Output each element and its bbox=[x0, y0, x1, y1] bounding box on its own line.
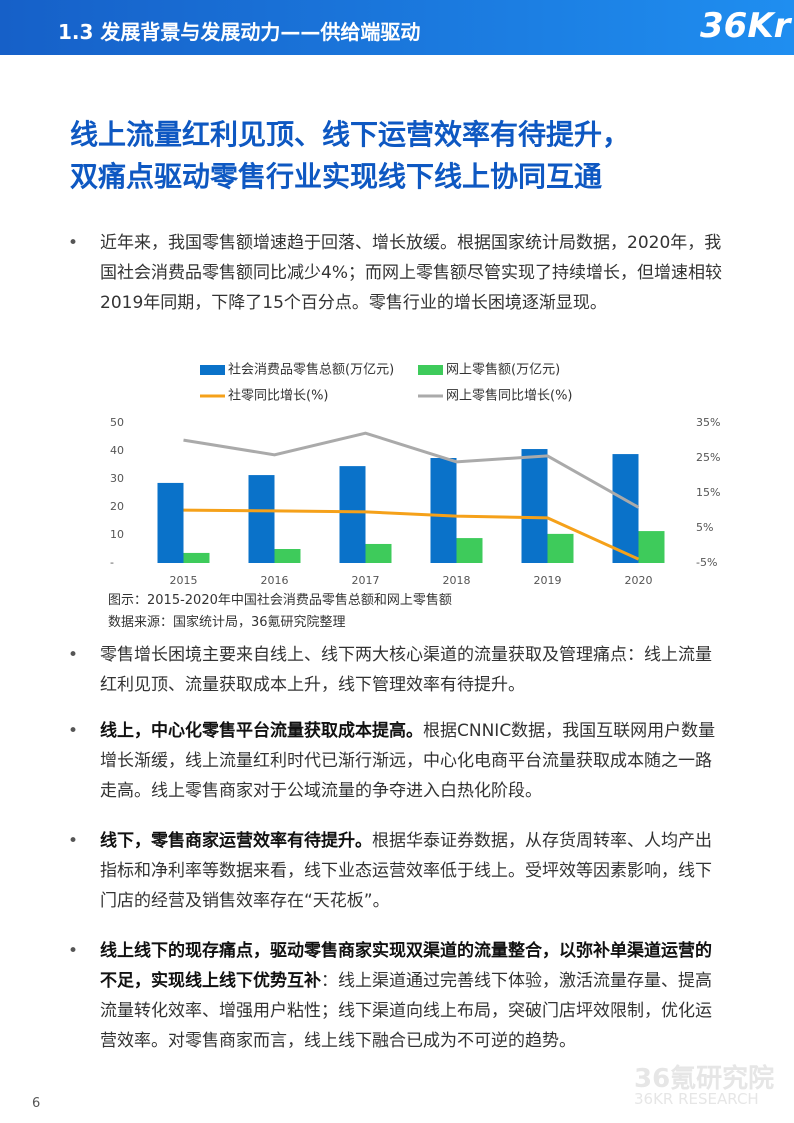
y-tick-label: 30 bbox=[110, 472, 124, 485]
x-tick-label: 2015 bbox=[170, 574, 198, 587]
bar bbox=[547, 533, 574, 563]
paragraph: • 近年来，我国零售额增速趋于回落、增长放缓。根据国家统计局数据，2020年，我国… bbox=[68, 233, 722, 313]
line bbox=[183, 508, 640, 561]
bar bbox=[430, 458, 457, 563]
bar bbox=[521, 449, 548, 563]
y2-tick-label: 5% bbox=[696, 521, 713, 534]
logo: 36Kr bbox=[700, 6, 791, 46]
bold-lead: 线上线下的现存痛点，驱动零售商家实现双渠道的流量整合，以弥补单渠道运营的不足，实… bbox=[100, 941, 712, 991]
bar bbox=[365, 543, 392, 563]
page-number: 6 bbox=[32, 1096, 41, 1111]
legend-label: 网上零售额(万亿元) bbox=[446, 362, 560, 378]
text: 近年来，我国零售额增速趋于回落、增长放缓。根据国家统计局数据，2020年，我国社… bbox=[100, 233, 722, 313]
x-tick-label: 2018 bbox=[443, 574, 471, 587]
y2-tick-label: 15% bbox=[696, 486, 720, 499]
legend-swatch bbox=[418, 365, 443, 375]
bar bbox=[339, 466, 366, 563]
bar bbox=[183, 552, 210, 563]
bar bbox=[456, 538, 483, 563]
legend-label: 社会消费品零售总额(万亿元) bbox=[228, 362, 394, 378]
chart: - 10 20 30 40 50 -5% 5% 15% 25% 35% 2015 2016 2017 201… bbox=[110, 362, 720, 588]
y2-tick-label: -5% bbox=[696, 556, 717, 569]
bar bbox=[612, 454, 639, 563]
line bbox=[183, 431, 640, 509]
bullet: • 零售增长困境主要来自线上、线下两大核心渠道的流量获取及管理痛点：线上流量红利见… bbox=[68, 645, 712, 695]
y-tick-label: 40 bbox=[110, 444, 124, 457]
bar bbox=[274, 549, 301, 563]
bold-lead: 线上，中心化零售平台流量获取成本提高。 bbox=[100, 721, 423, 741]
y2-tick-label: 35% bbox=[696, 416, 720, 429]
x-tick-label: 2020 bbox=[625, 574, 653, 587]
title-line: 双痛点驱动零售行业实现线下线上协同互通 bbox=[70, 160, 603, 193]
bullet: • 线上线下的现存痛点，驱动零售商家实现双渠道的流量整合，以弥补单渠道运营的不足，… bbox=[68, 941, 712, 1051]
x-tick-label: 2017 bbox=[352, 574, 380, 587]
bullet: • 线下，零售商家运营效率有待提升。根据华泰证券数据，从存货周转率、人均产出指标和… bbox=[68, 831, 712, 911]
text: 零售增长困境主要来自线上、线下两大核心渠道的流量获取及管理痛点：线上流量红利见顶… bbox=[100, 645, 712, 695]
bar bbox=[157, 482, 184, 563]
caption: 图示：2015-2020年中国社会消费品零售总额和网上零售额 bbox=[108, 593, 452, 608]
x-tick-label: 2016 bbox=[261, 574, 289, 587]
header-bar bbox=[0, 0, 794, 55]
y-tick-label: - bbox=[110, 556, 114, 569]
bullet: • 线上，中心化零售平台流量获取成本提高。根据CNNIC数据，我国互联网用户数量增… bbox=[68, 721, 716, 801]
title: 线上流量红利见顶、线下运营效率有待提升， 双痛点驱动零售行业实现线下线上协同互通 bbox=[70, 114, 630, 198]
section-title: 1.3 发展背景与发展动力——供给端驱动 bbox=[58, 20, 421, 44]
text: 根据华泰证券数据，从存货周转率、人均产出指标和净利率等数据来看，线下业态运营效率… bbox=[100, 831, 712, 911]
y2-tick-label: 25% bbox=[696, 451, 720, 464]
y-tick-label: 50 bbox=[110, 416, 124, 429]
figure-caption: 图示：2015-2020年中国社会消费品零售总额和网上零售额 数据来源：国家统计… bbox=[108, 590, 452, 634]
legend-label: 社零同比增长(%) bbox=[228, 388, 329, 404]
watermark: 36氪研究院 bbox=[634, 1064, 775, 1094]
y-tick-label: 10 bbox=[110, 528, 124, 541]
bar bbox=[248, 475, 275, 563]
title-line: 线上流量红利见顶、线下运营效率有待提升， bbox=[70, 118, 631, 151]
watermark-en: 36KR RESEARCH bbox=[634, 1090, 759, 1108]
bar bbox=[638, 531, 665, 563]
legend-label: 网上零售同比增长(%) bbox=[446, 388, 573, 404]
text: ：线上渠道通过完善线下体验，激活流量存量、提高流量转化效率、增强用户粘性；线下渠… bbox=[100, 971, 712, 1051]
text: 根据CNNIC数据，我国互联网用户数量增长渐缓，线上流量红利时代已渐行渐远，中心… bbox=[100, 721, 716, 801]
bold-lead: 线下，零售商家运营效率有待提升。 bbox=[100, 831, 372, 851]
source: 数据来源：国家统计局，36氪研究院整理 bbox=[108, 615, 346, 630]
x-tick-label: 2019 bbox=[534, 574, 562, 587]
legend-swatch bbox=[200, 365, 225, 375]
y-tick-label: 20 bbox=[110, 500, 124, 513]
